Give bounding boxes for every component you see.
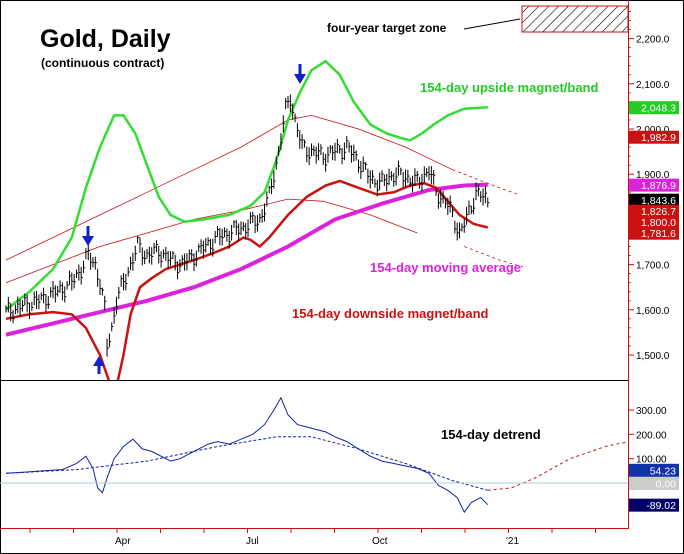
y-tick-label: 100.00 [636,455,667,466]
value-label-box [629,215,679,229]
target-zone-label: four-year target zone [327,21,447,35]
target-zone-pointer [463,18,521,30]
value-label-box [629,178,679,192]
channel-upper-line [5,114,453,261]
y-tick-label: 2,000.0 [636,125,670,136]
value-label-text: 1,781.6 [641,228,676,240]
x-tick-jul: Jul [246,536,259,547]
y-tick-label: 1,500.0 [636,351,670,362]
detrend-line [5,396,489,514]
value-label-box [629,193,679,207]
upper-band-line [5,59,488,311]
value-label-box [629,101,679,115]
ma-line [5,182,488,337]
value-label-text: 1,800.0 [641,217,676,229]
value-label-text: 54.23 [650,465,676,477]
y-tick-label: 2,200.0 [636,35,670,46]
y-tick-label: 300.00 [636,406,667,417]
arrow-down-1 [82,226,94,246]
value-label-text: 0.00 [656,479,677,491]
price-bars [5,94,490,357]
value-label-text: 1,982.9 [641,132,676,144]
y-tick-label: 1,600.0 [636,306,670,317]
y-tick-label: 200.00 [636,430,667,441]
value-label-box [629,498,679,512]
y-tick-label: 1,900.0 [636,170,670,181]
x-tick-apr: Apr [115,536,131,547]
detrend-title: 154-day detrend [441,427,541,442]
target-zone-box [521,5,629,33]
x-tick-oct: Oct [372,536,388,547]
detrend-cycle-projection [487,441,628,491]
channel-lower-line [5,198,418,284]
x-tick-21: '21 [506,536,519,547]
value-label-text: 1,843.6 [641,195,676,207]
chart-title: Gold, Daily [40,25,171,53]
chart-subtitle: (continuous contract) [41,56,164,70]
value-label-text: 2,048.3 [641,103,676,115]
value-label-box [629,130,679,144]
value-label-text: 1,826.7 [641,206,676,218]
value-label-box [629,204,679,218]
channel-lower-projection [464,246,524,268]
value-label-box [629,226,679,240]
arrow-down-2 [294,64,306,84]
lower-band-label: 154-day downside magnet/band [292,306,489,321]
value-label-text: 1,876.9 [641,180,676,192]
y-tick-label: 2,100.0 [636,80,670,91]
y-tick-label: 1,700.0 [636,261,670,272]
value-label-text: -89.02 [646,500,676,512]
value-label-box [629,463,679,477]
ma-label: 154-day moving average [370,260,521,275]
channel-upper-projection [452,169,519,195]
upper-band-label: 154-day upside magnet/band [420,80,598,95]
detrend-cycle-line [5,436,488,491]
arrow-up-1 [93,356,105,374]
value-label-box [629,477,679,490]
